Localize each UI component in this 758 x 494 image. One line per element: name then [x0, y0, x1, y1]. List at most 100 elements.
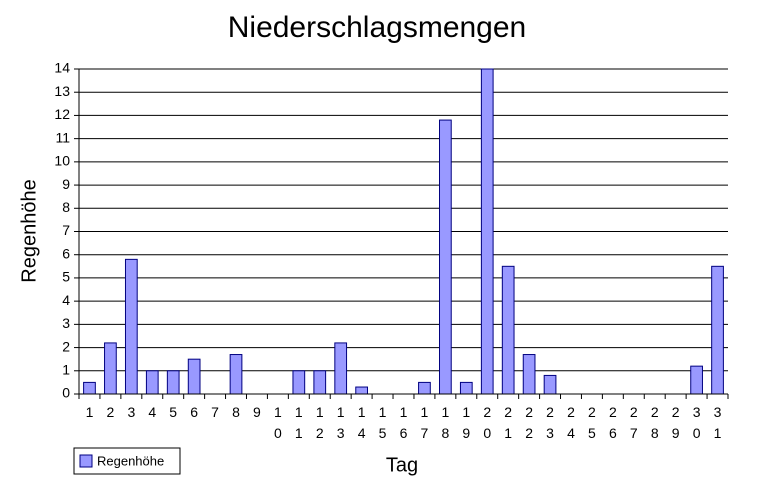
x-tick-char: 1	[86, 404, 94, 420]
x-tick-char: 3	[337, 425, 345, 441]
y-tick-label: 12	[54, 106, 70, 122]
x-tick-char: 8	[651, 425, 659, 441]
y-tick-label: 1	[62, 361, 70, 377]
y-tick-label: 5	[62, 269, 70, 285]
x-tick-char: 2	[316, 425, 324, 441]
x-tick-label: 1	[86, 404, 94, 420]
x-tick-label: 6	[190, 404, 198, 420]
x-tick-char: 0	[274, 425, 282, 441]
x-tick-label: 2	[107, 404, 115, 420]
bar	[229, 354, 243, 395]
x-tick-char: 1	[337, 404, 345, 420]
x-tick-char: 1	[714, 425, 722, 441]
x-tick-char: 2	[525, 404, 533, 420]
x-tick-label: 9	[253, 404, 261, 420]
bar	[711, 265, 724, 395]
x-tick-char: 3	[127, 404, 135, 420]
bar	[187, 358, 201, 395]
x-tick-char: 4	[358, 425, 366, 441]
bar	[292, 370, 306, 395]
x-tick-char: 2	[504, 404, 512, 420]
x-tick-label: 3	[127, 404, 135, 420]
bar	[355, 386, 368, 395]
x-tick-label: 4	[148, 404, 156, 420]
x-tick-char: 5	[169, 404, 177, 420]
x-tick-char: 7	[630, 425, 638, 441]
x-tick-char: 2	[483, 404, 491, 420]
x-tick-char: 9	[672, 425, 680, 441]
x-tick-char: 6	[400, 425, 408, 441]
bar	[313, 370, 327, 395]
y-tick-label: 7	[62, 222, 70, 238]
x-tick-char: 1	[295, 404, 303, 420]
y-tick-label: 11	[55, 129, 70, 145]
x-tick-char: 1	[316, 404, 324, 420]
x-tick-char: 1	[504, 425, 512, 441]
bar	[690, 365, 703, 395]
x-tick-char: 2	[651, 404, 659, 420]
y-tick-label: 13	[54, 83, 70, 99]
x-axis-title: Tag	[386, 454, 418, 476]
x-tick-char: 2	[567, 404, 575, 420]
bar	[459, 381, 473, 395]
bar	[522, 354, 536, 395]
bar	[104, 342, 117, 395]
x-tick-char: 2	[630, 404, 638, 420]
x-tick-char: 3	[546, 425, 554, 441]
legend-label: Regenhöhe	[97, 453, 164, 468]
x-tick-char: 7	[211, 404, 219, 420]
x-tick-char: 1	[400, 404, 408, 420]
x-tick-char: 1	[379, 404, 387, 420]
x-tick-char: 2	[546, 404, 554, 420]
x-tick-char: 6	[609, 425, 617, 441]
x-tick-char: 5	[588, 425, 596, 441]
x-tick-label: 5	[169, 404, 177, 420]
y-tick-label: 0	[62, 385, 70, 401]
y-tick-label: 9	[62, 176, 70, 192]
x-tick-char: 1	[441, 404, 449, 420]
x-tick-char: 2	[609, 404, 617, 420]
x-tick-char: 1	[421, 404, 429, 420]
x-tick-char: 9	[462, 425, 470, 441]
y-tick-label: 6	[62, 245, 70, 261]
x-tick-char: 3	[714, 404, 722, 420]
x-tick-char: 8	[232, 404, 240, 420]
legend-swatch	[79, 454, 93, 468]
bar	[124, 258, 138, 395]
x-tick-char: 2	[672, 404, 680, 420]
bar	[83, 381, 96, 395]
bar	[501, 265, 515, 395]
y-axis-title: Regenhöhe	[18, 179, 40, 282]
bar	[145, 370, 159, 395]
x-tick-char: 7	[421, 425, 429, 441]
x-tick-char: 1	[358, 404, 366, 420]
bar	[439, 119, 452, 395]
x-tick-char: 1	[274, 404, 282, 420]
x-tick-char: 2	[107, 404, 115, 420]
x-tick-char: 2	[525, 425, 533, 441]
x-tick-label: 8	[232, 404, 240, 420]
bar	[418, 381, 431, 395]
x-tick-char: 5	[379, 425, 387, 441]
y-tick-label: 10	[54, 153, 70, 169]
x-tick-char: 9	[253, 404, 261, 420]
x-tick-char: 4	[148, 404, 156, 420]
x-tick-char: 6	[190, 404, 198, 420]
